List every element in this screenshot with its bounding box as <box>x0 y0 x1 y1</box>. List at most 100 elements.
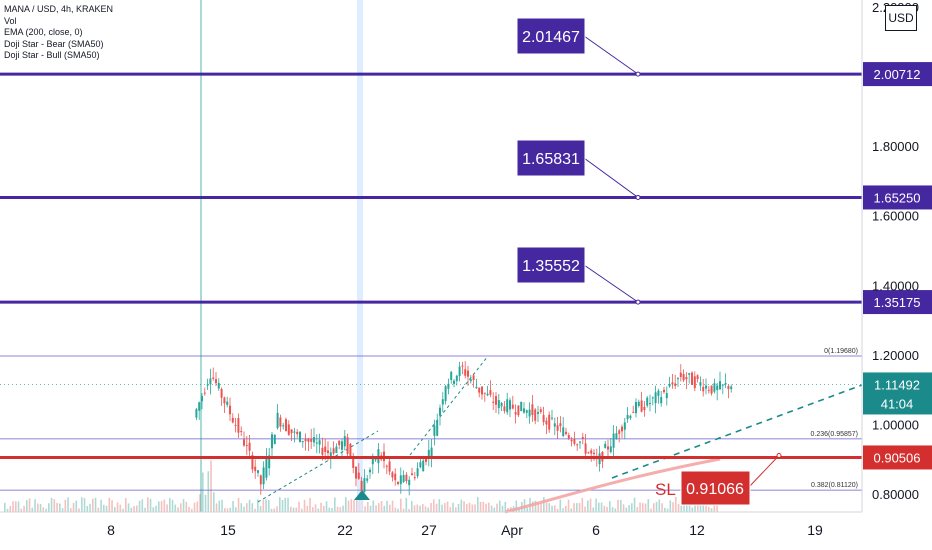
fib-label-0: 0(1.19680) <box>824 348 858 355</box>
candle-body-188 <box>721 384 724 386</box>
candle-body-86 <box>436 420 439 436</box>
volume-bar-121 <box>336 506 339 512</box>
candle-body-7 <box>215 379 217 384</box>
support-price-label[interactable] <box>863 445 932 470</box>
resistance-price-label-2[interactable] <box>863 290 932 315</box>
volume-bar-93 <box>259 506 262 512</box>
candle-body-59 <box>360 480 363 491</box>
volume-bar-30 <box>86 505 89 512</box>
volume-bar-217 <box>600 502 603 512</box>
indicator-doji-bear[interactable]: Doji Star - Bear (SMA50) <box>4 38 104 49</box>
volume-bar-259 <box>716 502 718 512</box>
candle-body-60 <box>363 478 366 493</box>
volume-bar-222 <box>614 508 617 512</box>
callout-pointer-1 <box>583 157 639 198</box>
time-tick-7: 19 <box>807 522 823 538</box>
volume-bar-214 <box>592 507 595 512</box>
stop-loss-box[interactable] <box>680 470 751 506</box>
volume-bar-249 <box>688 503 691 512</box>
current-price-label[interactable] <box>863 372 932 415</box>
volume-bar-46 <box>130 507 133 512</box>
volume-bar-126 <box>350 499 353 512</box>
volume-bar-89 <box>248 499 251 512</box>
candle-body-189 <box>724 383 727 385</box>
candle-body-185 <box>713 383 716 392</box>
volume-bar-47 <box>133 506 135 512</box>
candle-body-159 <box>640 400 643 412</box>
horizontal-levels[interactable]: 2.00712 1.65250 1.35175 0.90506 1.11492 41:04 <box>0 62 932 470</box>
volume-bar-124 <box>345 497 347 512</box>
volume-bar-139 <box>386 500 388 512</box>
candle-body-120 <box>531 404 534 415</box>
volume-bar-252 <box>697 504 699 512</box>
candle-body-141 <box>590 450 593 454</box>
volume-bar-17 <box>50 497 53 512</box>
candle-body-56 <box>352 457 355 468</box>
volume-bar-39 <box>111 500 113 512</box>
symbol-title[interactable]: MANA / USD, 4h, KRAKEN <box>4 4 114 14</box>
candle-body-54 <box>346 437 349 454</box>
volume-bar-251 <box>694 505 696 512</box>
volume-bar-16 <box>48 503 50 512</box>
volume-bar-230 <box>636 507 639 512</box>
volume-bar-238 <box>658 499 661 512</box>
candle-body-147 <box>607 446 609 450</box>
resistance-price-label-1[interactable] <box>863 185 932 210</box>
volume-bar-33 <box>94 497 97 512</box>
stop-loss-label[interactable]: SL <box>655 480 676 499</box>
candle-body-12 <box>229 405 231 415</box>
candle-body-149 <box>612 433 615 448</box>
candle-body-178 <box>693 376 696 389</box>
volume-bar-94 <box>262 499 265 512</box>
candle-body-148 <box>609 446 612 453</box>
volume-bar-108 <box>301 508 303 512</box>
candle-body-16 <box>240 431 243 433</box>
indicator-doji-bull[interactable]: Doji Star - Bull (SMA50) <box>4 50 100 60</box>
candle-body-187 <box>719 381 721 390</box>
time-axis[interactable]: 8 15 22 27 Apr 6 12 19 <box>0 511 862 538</box>
price-axis[interactable]: 2.200001.800001.600001.400001.200001.000… <box>861 0 919 512</box>
indicator-volume[interactable]: Vol <box>4 15 17 26</box>
price-tick-5: 1.00000 <box>872 417 919 432</box>
candle-body-154 <box>626 414 629 420</box>
volume-bar-159 <box>441 504 443 512</box>
candle-body-32 <box>285 419 287 432</box>
candle-body-116 <box>520 401 523 412</box>
candle-body-186 <box>716 385 719 390</box>
candle-body-173 <box>679 372 682 378</box>
target-callouts[interactable]: 2.01467 1.65831 1.35552 SL 0.91066 <box>516 17 782 506</box>
volume-bar-35 <box>100 499 102 512</box>
volume-bar-225 <box>622 504 625 512</box>
volume-bar-156 <box>433 499 435 512</box>
candle-body-108 <box>497 400 500 409</box>
volume-bar-22 <box>64 499 67 512</box>
trendlines <box>257 355 863 503</box>
target-callout-box-2[interactable] <box>516 246 586 284</box>
target-callout-box-0[interactable] <box>516 17 586 55</box>
volume-bar-82 <box>229 507 232 512</box>
volume-bar-117 <box>325 501 328 512</box>
target-callout-box-1[interactable] <box>516 139 586 177</box>
volume-bar-95 <box>265 499 267 512</box>
candle-body-124 <box>542 415 545 423</box>
volume-bar-27 <box>78 508 80 512</box>
candle-body-33 <box>287 424 290 435</box>
volume-bar-20 <box>59 503 61 512</box>
indicator-ema[interactable]: EMA (200, close, 0) <box>4 27 83 37</box>
volume-bar-78 <box>218 500 221 512</box>
volume-bar-4 <box>15 501 17 512</box>
candle-body-169 <box>668 384 671 387</box>
candle-body-151 <box>618 430 621 434</box>
volume-bar-228 <box>631 503 633 512</box>
candle-body-128 <box>553 423 556 427</box>
volume-bar-147 <box>408 508 410 512</box>
resistance-price-label-0[interactable] <box>863 62 932 87</box>
volume-bar-168 <box>466 503 468 512</box>
candle-body-82 <box>425 458 427 462</box>
currency-button[interactable]: USD <box>885 5 917 31</box>
candle-body-58 <box>357 472 360 479</box>
volume-bar-60 <box>169 498 171 512</box>
volume-bar-77 <box>215 503 218 512</box>
